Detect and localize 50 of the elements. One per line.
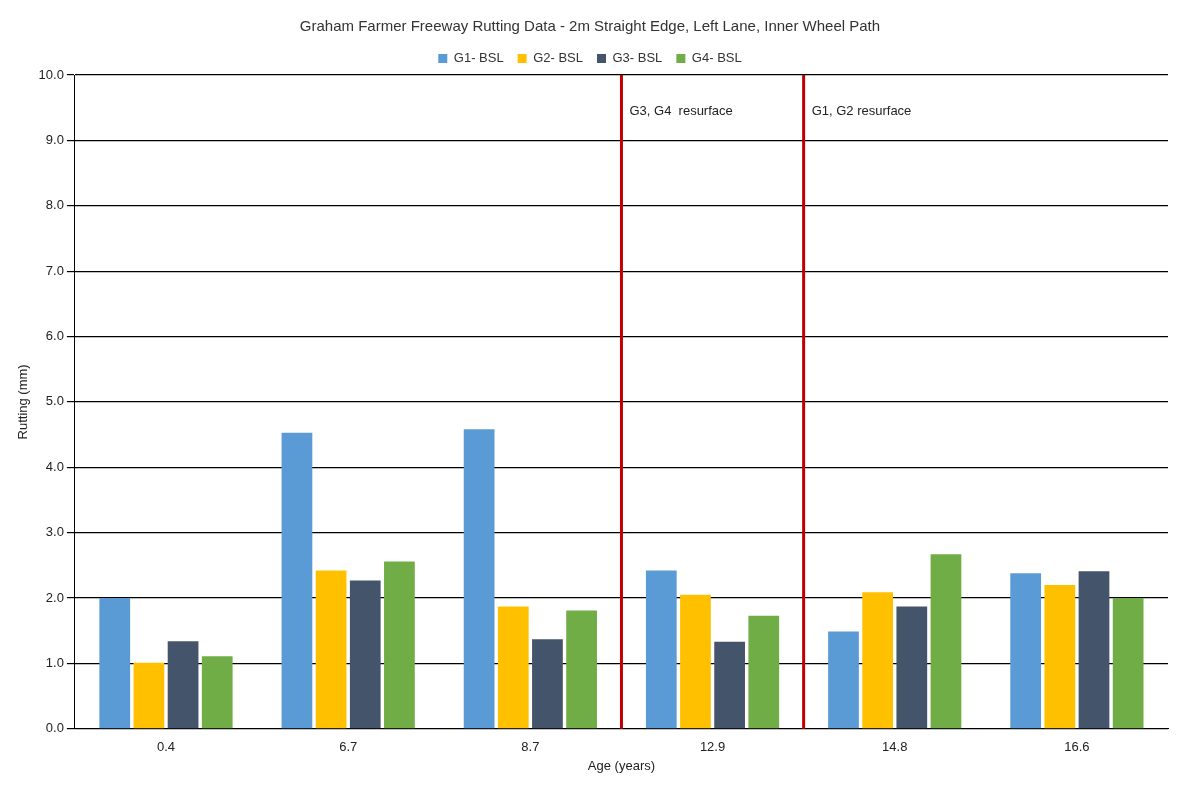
chart-title: Graham Farmer Freeway Rutting Data - 2m Straight Edge, Left Lane, Inner Wheel Path <box>299 17 881 35</box>
bar <box>99 598 131 729</box>
bar <box>133 662 165 729</box>
x-tick-label: 14.8 <box>882 739 908 755</box>
y-tick-label: 10.0 <box>38 66 64 82</box>
bar <box>497 606 529 729</box>
bar <box>1112 598 1144 729</box>
y-tick-label: 7.0 <box>45 262 64 278</box>
bar <box>862 592 894 729</box>
x-axis-title: Age (years) <box>587 757 656 773</box>
bar <box>167 641 199 729</box>
y-tick-label: 5.0 <box>45 393 64 409</box>
x-tick-label: 12.9 <box>699 739 726 755</box>
x-tick-label: 8.7 <box>521 739 540 755</box>
x-tick-label: 0.4 <box>156 739 176 755</box>
bar <box>680 594 711 729</box>
y-tick-label: 9.0 <box>45 131 64 147</box>
y-tick-label: 2.0 <box>45 589 64 605</box>
bar <box>930 554 962 729</box>
bar <box>532 639 563 729</box>
legend-label: G4- BSL <box>691 50 742 66</box>
annotation: G3, G4 resurface <box>629 102 733 118</box>
y-axis-title: Rutting (mm) <box>15 364 31 440</box>
bar <box>315 570 347 729</box>
y-tick-label: 4.0 <box>45 458 64 474</box>
bar <box>566 610 597 729</box>
bar <box>349 580 381 729</box>
bar <box>714 641 745 729</box>
bar <box>463 429 495 729</box>
bar <box>201 656 233 729</box>
legend-label: G2- BSL <box>533 50 583 66</box>
bar <box>1044 584 1076 729</box>
legend-label: G3- BSL <box>612 50 663 66</box>
y-tick-label: 1.0 <box>45 655 64 670</box>
bar <box>1010 573 1042 729</box>
y-tick-label: 6.0 <box>45 328 64 344</box>
bar <box>1078 571 1110 729</box>
annotation: G1, G2 resurface <box>811 102 912 118</box>
bar <box>748 615 780 729</box>
y-tick-label: 8.0 <box>45 197 64 213</box>
x-tick-label: 6.7 <box>339 739 358 755</box>
bar <box>828 631 859 729</box>
y-tick-label: 0.0 <box>45 720 64 736</box>
bar <box>896 606 928 729</box>
y-tick-label: 3.0 <box>45 524 64 540</box>
x-tick-label: 16.6 <box>1064 739 1090 755</box>
bar <box>384 561 415 729</box>
bar <box>281 432 313 729</box>
bar <box>645 570 677 729</box>
legend-label: G1- BSL <box>453 50 504 66</box>
